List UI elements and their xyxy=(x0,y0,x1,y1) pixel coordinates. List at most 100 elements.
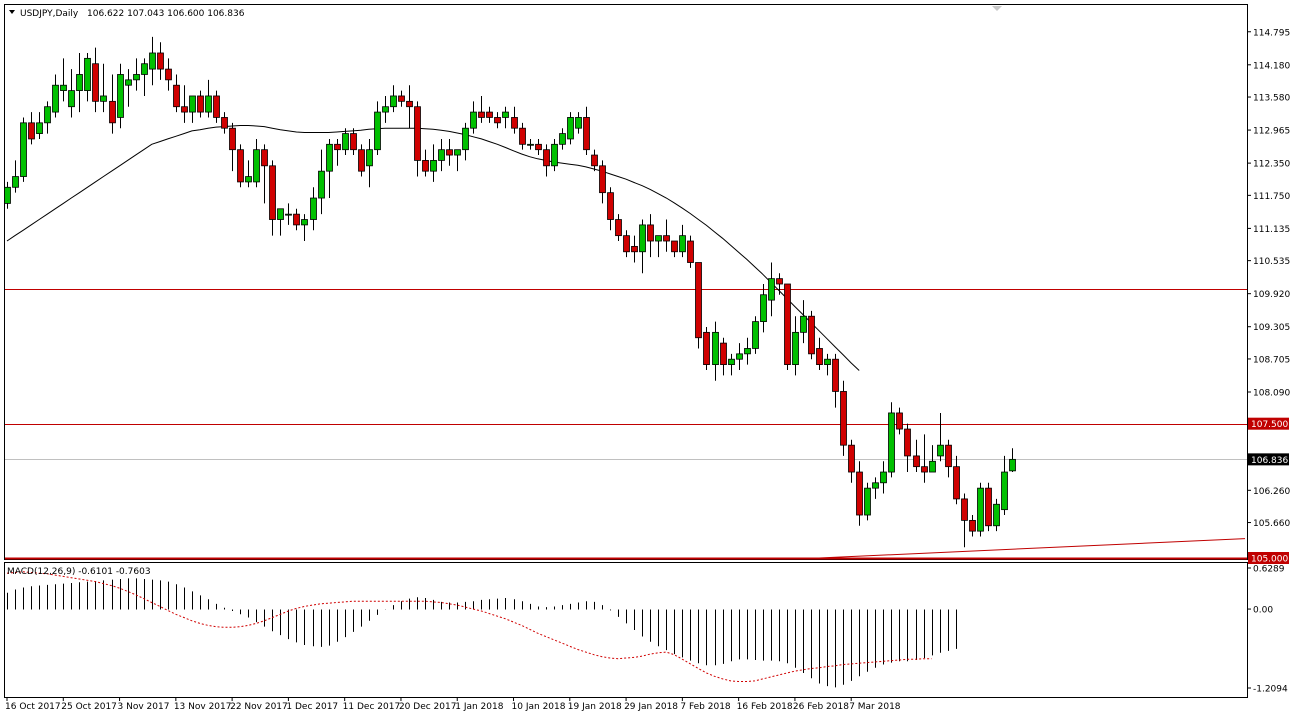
candle[interactable] xyxy=(390,85,397,113)
candle[interactable] xyxy=(36,112,43,139)
candle[interactable] xyxy=(945,439,952,478)
candle[interactable] xyxy=(856,461,863,526)
candle[interactable] xyxy=(229,122,236,172)
candle[interactable] xyxy=(712,321,719,381)
candle[interactable] xyxy=(599,160,606,204)
candle[interactable] xyxy=(888,402,895,478)
candle[interactable] xyxy=(655,235,662,258)
candle[interactable] xyxy=(519,122,526,150)
candle[interactable] xyxy=(189,95,196,123)
candle[interactable] xyxy=(535,138,542,156)
candle[interactable] xyxy=(615,214,622,242)
candle[interactable] xyxy=(285,203,292,225)
candle[interactable] xyxy=(366,138,373,188)
candle[interactable] xyxy=(872,477,879,499)
candle[interactable] xyxy=(486,106,493,123)
candle[interactable] xyxy=(744,337,751,365)
candle[interactable] xyxy=(470,101,477,134)
candle[interactable] xyxy=(326,138,333,199)
candle[interactable] xyxy=(358,144,365,177)
candle[interactable] xyxy=(28,112,35,145)
candle[interactable] xyxy=(816,337,823,370)
macd-signal-line[interactable] xyxy=(6,571,932,682)
candle[interactable] xyxy=(671,240,678,258)
candle[interactable] xyxy=(197,90,204,118)
one-click-trading-arrow-icon[interactable] xyxy=(992,6,1002,11)
candle[interactable] xyxy=(109,74,116,134)
candle[interactable] xyxy=(68,69,75,118)
candle[interactable] xyxy=(543,144,550,177)
candle[interactable] xyxy=(591,149,598,172)
candle[interactable] xyxy=(406,85,413,129)
candle[interactable] xyxy=(52,74,59,118)
candle[interactable] xyxy=(133,58,140,91)
candle[interactable] xyxy=(953,455,960,505)
candle[interactable] xyxy=(382,95,389,123)
candle[interactable] xyxy=(792,316,799,376)
candle[interactable] xyxy=(4,181,11,209)
candle[interactable] xyxy=(342,128,349,156)
candle[interactable] xyxy=(422,149,429,177)
candle[interactable] xyxy=(430,144,437,182)
candle[interactable] xyxy=(695,262,702,349)
trendline[interactable] xyxy=(819,538,1246,559)
candle[interactable] xyxy=(100,63,107,113)
candle[interactable] xyxy=(768,262,775,317)
candle[interactable] xyxy=(559,128,566,150)
candle[interactable] xyxy=(84,52,91,102)
candle[interactable] xyxy=(929,445,936,473)
candle[interactable] xyxy=(261,144,268,204)
candle[interactable] xyxy=(141,58,148,96)
moving-average-line[interactable] xyxy=(6,125,860,371)
candle[interactable] xyxy=(1001,455,1008,516)
candle[interactable] xyxy=(921,434,928,483)
candle[interactable] xyxy=(969,515,976,537)
candle[interactable] xyxy=(985,482,992,532)
candle[interactable] xyxy=(414,101,421,177)
candle[interactable] xyxy=(687,235,694,268)
candle[interactable] xyxy=(776,273,783,295)
candle[interactable] xyxy=(736,343,743,370)
candle[interactable] xyxy=(679,224,686,258)
candle[interactable] xyxy=(237,144,244,188)
candle[interactable] xyxy=(832,353,839,408)
candle[interactable] xyxy=(840,380,847,456)
candle[interactable] xyxy=(961,493,968,548)
candle[interactable] xyxy=(478,95,485,123)
candle[interactable] xyxy=(398,90,405,107)
candle[interactable] xyxy=(663,219,670,252)
candle[interactable] xyxy=(824,353,831,376)
candle[interactable] xyxy=(551,138,558,172)
candle[interactable] xyxy=(117,63,124,129)
candle[interactable] xyxy=(462,122,469,161)
candle[interactable] xyxy=(277,208,284,236)
candle[interactable] xyxy=(181,85,188,123)
candle[interactable] xyxy=(848,439,855,483)
candle[interactable] xyxy=(125,69,132,107)
candle[interactable] xyxy=(977,482,984,537)
candle[interactable] xyxy=(269,160,276,236)
candle[interactable] xyxy=(44,101,51,134)
candle[interactable] xyxy=(454,149,461,172)
candle[interactable] xyxy=(318,149,325,215)
candle[interactable] xyxy=(334,138,341,166)
candle[interactable] xyxy=(20,117,27,182)
candle[interactable] xyxy=(446,138,453,166)
candle[interactable] xyxy=(502,106,509,129)
candle[interactable] xyxy=(567,112,574,145)
collapse-arrow-icon[interactable] xyxy=(9,10,15,14)
candle[interactable] xyxy=(245,160,252,188)
candle[interactable] xyxy=(808,310,815,360)
candle[interactable] xyxy=(157,42,164,80)
candle[interactable] xyxy=(350,128,357,156)
candle[interactable] xyxy=(511,106,518,134)
candle[interactable] xyxy=(800,300,807,344)
candle[interactable] xyxy=(720,337,727,376)
candle[interactable] xyxy=(213,90,220,123)
candle[interactable] xyxy=(173,74,180,113)
candle[interactable] xyxy=(438,138,445,172)
candle[interactable] xyxy=(937,412,944,462)
candle[interactable] xyxy=(253,138,260,188)
candle[interactable] xyxy=(880,461,887,494)
candle[interactable] xyxy=(1009,448,1016,473)
